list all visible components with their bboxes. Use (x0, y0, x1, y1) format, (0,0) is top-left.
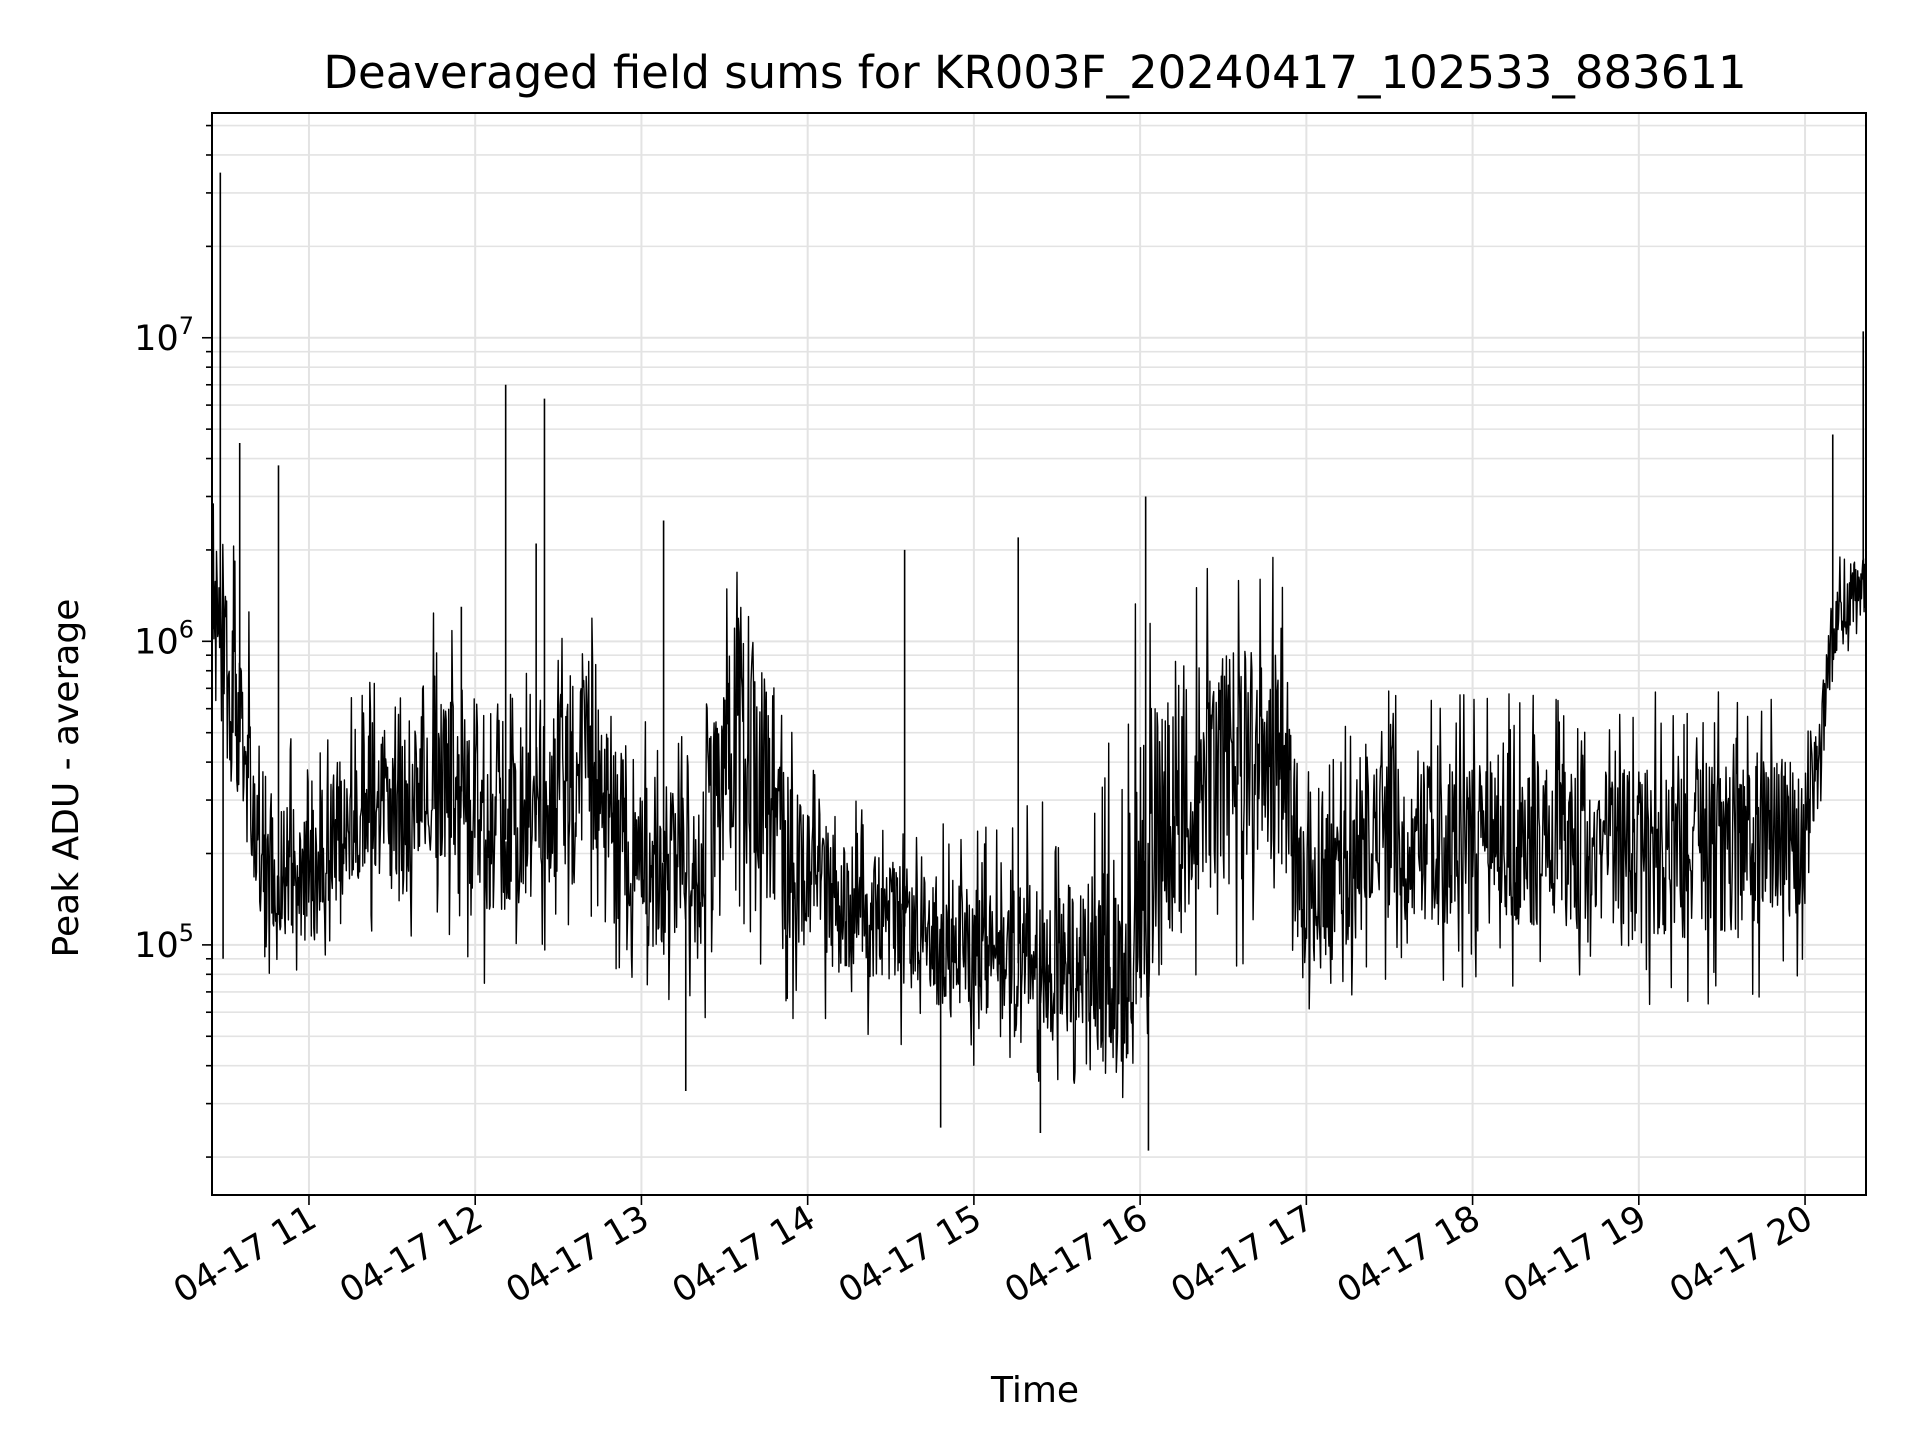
y-tick-exponent: 5 (179, 919, 194, 947)
x-axis-title: Time (990, 1370, 1079, 1411)
y-axis-title: Peak ADU - average (46, 599, 87, 958)
y-tick-label: 105 (134, 919, 194, 966)
y-tick-exponent: 6 (179, 615, 194, 643)
y-tick-base: 10 (134, 926, 179, 966)
y-tick-exponent: 7 (179, 312, 194, 340)
plot-frame (211, 112, 1867, 1196)
chart-title: Deaveraged field sums for KR003F_2024041… (323, 46, 1746, 99)
y-tick-label: 107 (134, 312, 194, 359)
plot-area (211, 172, 1867, 1151)
y-tick-base: 10 (134, 622, 179, 662)
y-tick-label: 106 (134, 615, 194, 662)
y-tick-base: 10 (134, 319, 179, 359)
data-series-line (211, 503, 1867, 1099)
